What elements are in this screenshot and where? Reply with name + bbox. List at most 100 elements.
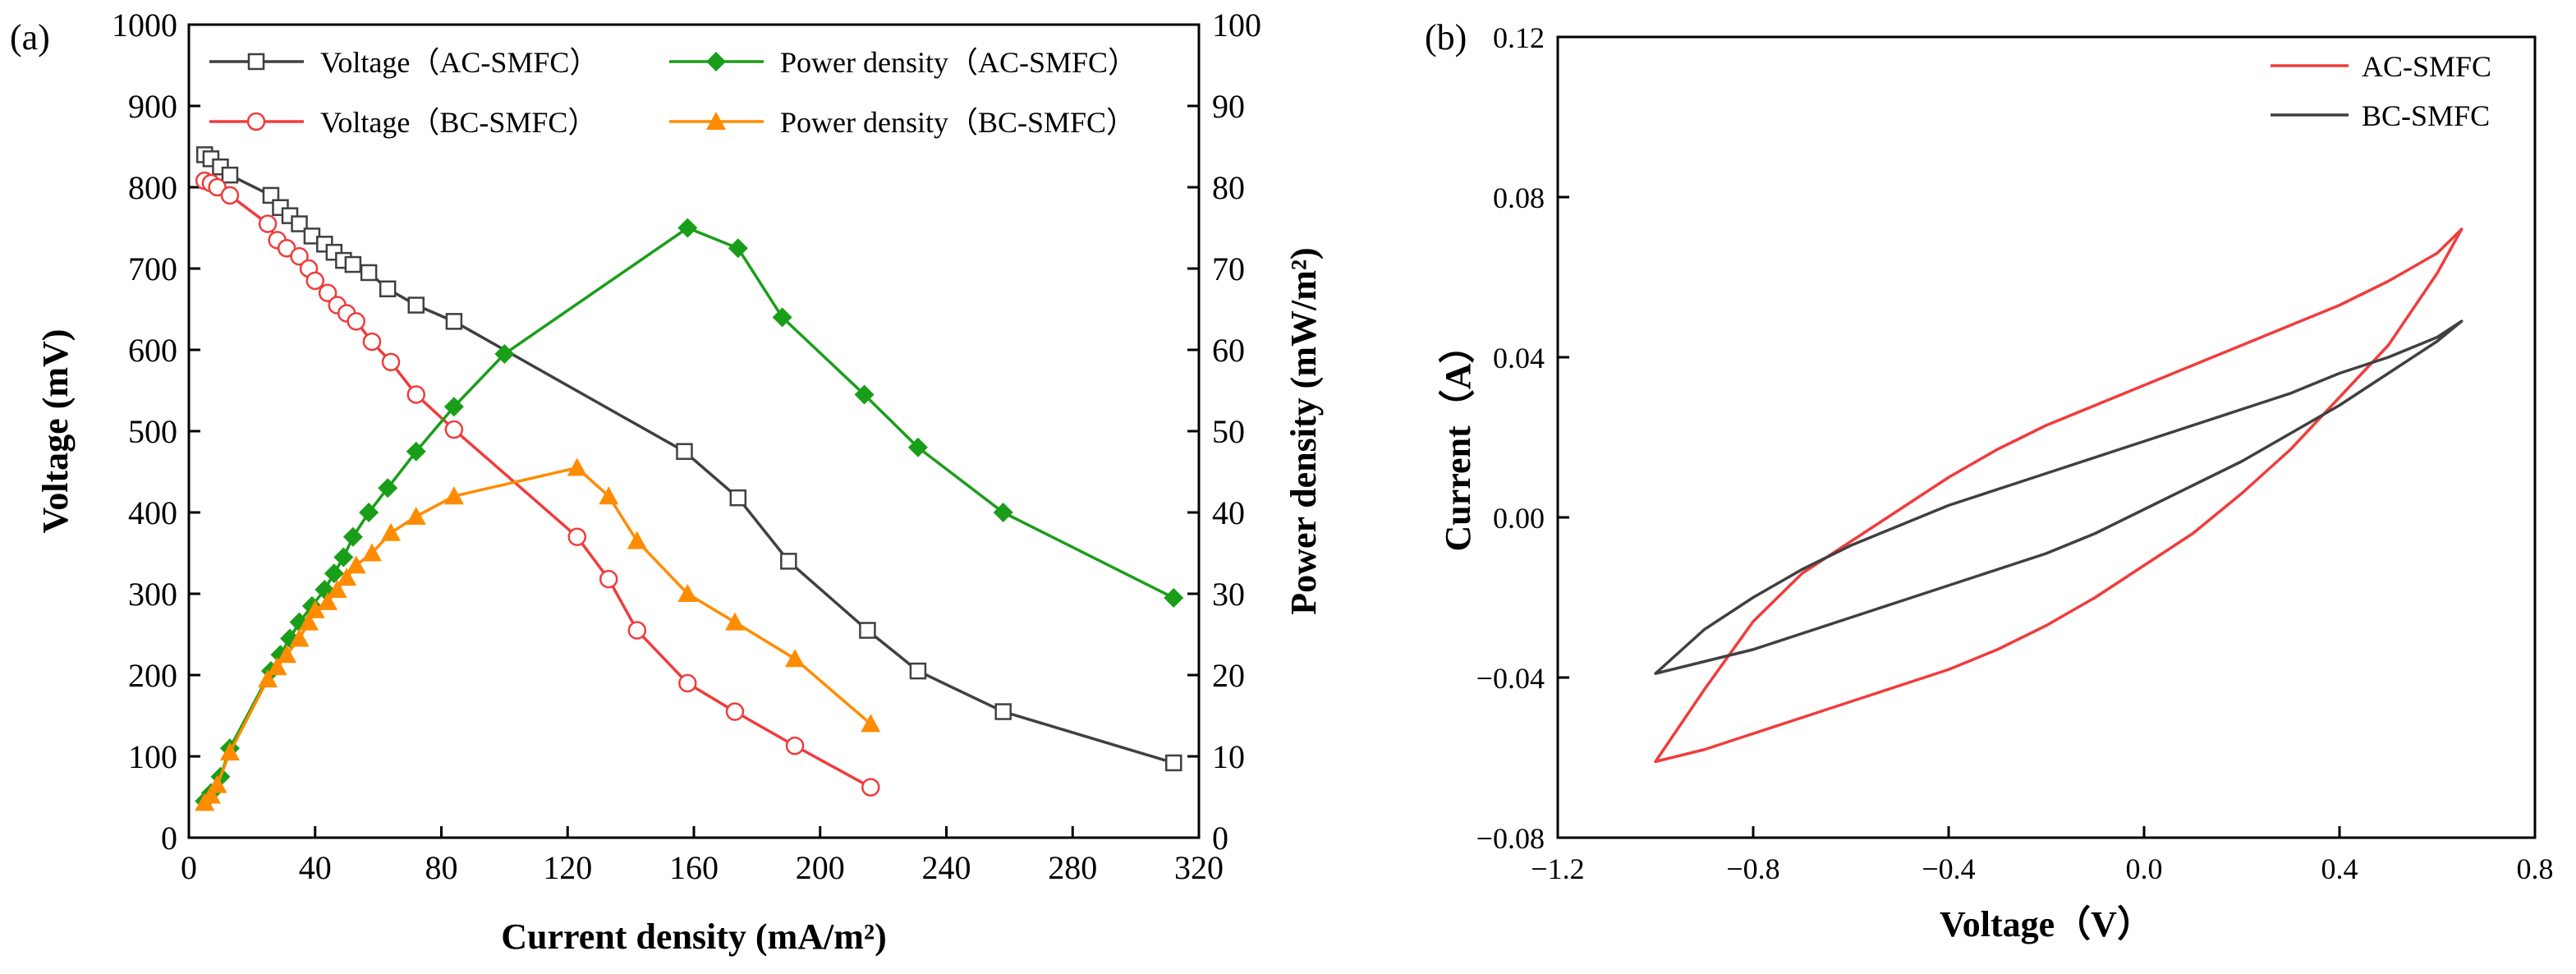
y-tick-label: 0.08	[1493, 181, 1545, 214]
series-loop-1	[1654, 319, 2464, 675]
data-point	[994, 703, 1012, 720]
data-point	[262, 186, 280, 204]
legend-item: BC-SMFC	[2271, 99, 2490, 132]
y-tick-label: 600	[128, 332, 177, 369]
data-point	[200, 785, 221, 804]
panel-label-b: (b)	[1425, 17, 1467, 57]
x-tick-label: −0.8	[1726, 852, 1779, 885]
data-point	[677, 584, 698, 602]
y2-tick-label: 10	[1212, 738, 1245, 775]
legend-item: Power density（BC-SMFC）	[669, 106, 1136, 139]
y-tick-label: 1000	[112, 7, 177, 44]
data-point	[854, 384, 875, 405]
data-point	[567, 457, 587, 476]
y2-tick-label: 30	[1212, 576, 1245, 613]
x-tick-label: 0.8	[2517, 852, 2554, 885]
chart-a-series-layer	[195, 146, 1184, 811]
chart-a-legend: Voltage（AC-SMFC） Power density（AC-SMFC） Vo…	[209, 46, 1137, 139]
data-point	[785, 736, 805, 756]
data-point	[247, 53, 265, 71]
data-point	[361, 543, 382, 562]
data-point	[443, 486, 464, 505]
data-point	[706, 112, 726, 130]
chart-b-series-layer	[1654, 227, 2464, 764]
y2-tick-label: 0	[1212, 820, 1228, 857]
chart-b: −1.2 −0.8 −0.4 0.0 0.4 0.8 −0.08 −0.04 0.00 0.04…	[1438, 21, 2554, 944]
chart-a-y-axis: 0 100 200 300 400 500 600 700 800 900 1000	[112, 7, 200, 857]
chart-a-xlabel: Current density (mA/m²)	[501, 917, 886, 957]
data-point	[861, 714, 881, 733]
data-point	[299, 612, 319, 631]
data-point	[318, 283, 337, 302]
data-point	[277, 239, 296, 258]
data-point	[677, 218, 698, 238]
data-point	[362, 332, 382, 351]
y2-tick-label: 80	[1212, 169, 1245, 206]
data-point	[627, 531, 647, 549]
y2-tick-label: 20	[1212, 657, 1245, 694]
data-point	[333, 547, 354, 567]
x-tick-label: 160	[669, 849, 719, 886]
data-point	[379, 280, 397, 297]
y-tick-label: 900	[128, 88, 177, 125]
data-point	[291, 215, 308, 232]
x-tick-label: 40	[299, 849, 332, 886]
x-tick-label: 0	[181, 849, 197, 886]
data-point	[381, 522, 401, 541]
y-tick-label: 100	[128, 738, 177, 775]
legend-label: Power density（BC-SMFC）	[780, 106, 1136, 139]
chart-b-plot-frame	[1556, 35, 2537, 839]
series-loop-0	[1654, 227, 2464, 764]
data-point	[445, 313, 463, 330]
data-point	[378, 478, 398, 498]
chart-b-x-axis: −1.2 −0.8 −0.4 0.0 0.4 0.8	[1531, 826, 2554, 885]
x-tick-label: 200	[796, 849, 845, 886]
chart-a-x-axis: 0 40 80 120 160 200 240 280 320	[181, 826, 1224, 886]
y2-tick-label: 60	[1212, 332, 1245, 369]
panel-label-a: (a)	[10, 17, 50, 57]
data-point	[729, 489, 747, 507]
data-point	[772, 307, 792, 328]
data-point	[676, 443, 693, 460]
chart-b-xlabel: Voltage（V）	[1940, 904, 2153, 944]
data-point	[859, 622, 876, 639]
data-point	[407, 296, 425, 314]
legend-label: AC-SMFC	[2362, 50, 2491, 83]
y-tick-label: −0.08	[1476, 822, 1545, 855]
series-0	[195, 146, 1182, 772]
legend-item: Voltage（BC-SMFC）	[209, 106, 597, 139]
y-tick-label: −0.04	[1476, 662, 1545, 695]
data-point	[724, 612, 745, 631]
chart-b-legend: AC-SMFC BC-SMFC	[2271, 50, 2491, 132]
data-point	[277, 645, 297, 664]
x-tick-label: 0.4	[2321, 852, 2358, 885]
y2-tick-label: 50	[1212, 413, 1245, 450]
data-point	[861, 778, 880, 797]
y2-tick-label: 70	[1212, 250, 1245, 287]
data-point	[360, 264, 378, 282]
x-tick-label: 240	[922, 849, 971, 886]
x-tick-label: 320	[1174, 849, 1224, 886]
legend-label: Power density（AC-SMFC）	[780, 46, 1137, 79]
data-point	[406, 506, 426, 525]
data-point	[678, 673, 697, 693]
data-point	[305, 271, 324, 291]
data-point	[219, 742, 240, 761]
legend-label: Voltage（BC-SMFC）	[320, 106, 597, 139]
chart-a-plot-frame	[187, 23, 1201, 839]
chart-a-y2-axis: 0 10 20 30 40 50 60 70 80 90 100	[1187, 7, 1261, 857]
data-point	[318, 591, 338, 610]
data-point	[785, 649, 805, 668]
chart-a: 0 40 80 120 160 200 240 280 320 0100200300400500…	[35, 7, 1324, 957]
data-point	[1164, 587, 1184, 608]
x-tick-label: 0.0	[2126, 852, 2163, 885]
data-point	[347, 312, 365, 331]
legend-item: Voltage（AC-SMFC）	[209, 46, 599, 79]
data-point	[909, 662, 927, 680]
legend-label: Voltage（AC-SMFC）	[320, 46, 599, 79]
data-point	[725, 702, 745, 721]
x-tick-label: 280	[1048, 849, 1097, 886]
chart-b-ylabel: Current（A）	[1438, 328, 1478, 552]
y-tick-label: 200	[128, 657, 177, 694]
